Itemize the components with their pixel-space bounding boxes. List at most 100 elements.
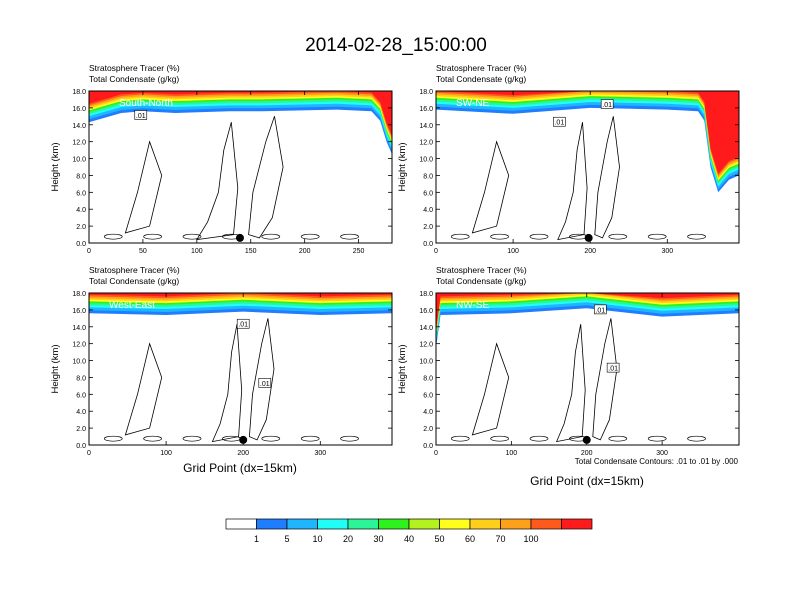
- y-tick-label: 6.0: [76, 392, 86, 399]
- condensate-contour-low: [490, 233, 509, 240]
- colorbar-swatch: [225, 518, 257, 530]
- y-tick-label: 16.0: [419, 308, 433, 315]
- condensate-contour-low: [300, 435, 320, 442]
- contour-label-box: [134, 110, 148, 120]
- y-tick-label: 8.0: [76, 375, 86, 382]
- y-tick-label: 4.0: [423, 409, 433, 416]
- condensate-contour-low: [450, 435, 470, 442]
- x-tick-label: 0: [87, 450, 91, 457]
- colorbar-swatch: [500, 518, 532, 530]
- panel-header-line1: Stratosphere Tracer (%): [89, 63, 180, 73]
- contour-label: .01: [238, 322, 248, 329]
- y-tick-label: 10.0: [419, 359, 433, 366]
- panel-header-line1: Stratosphere Tracer (%): [436, 63, 527, 73]
- panel-header-line2: Total Condensate (g/kg): [436, 74, 526, 84]
- y-tick-label: 14.0: [72, 123, 86, 130]
- plot-background: [89, 91, 392, 243]
- contour-label-box: [606, 362, 620, 373]
- y-axis-label: Height (km): [50, 344, 61, 393]
- y-tick-label: 18.0: [72, 89, 86, 96]
- condensate-contour-low: [103, 435, 123, 442]
- colorbar-label: 60: [465, 534, 475, 544]
- location-marker: [239, 435, 248, 444]
- y-tick-label: 18.0: [419, 291, 433, 298]
- y-tick-label: 18.0: [72, 291, 86, 298]
- y-tick-label: 2.0: [76, 224, 86, 231]
- condensate-contour-low: [529, 435, 549, 442]
- panel-nw-se: Stratosphere Tracer (%)Total Condensate …: [397, 265, 740, 457]
- x-tick-label: 200: [237, 450, 249, 457]
- condensate-contour: [248, 116, 284, 239]
- condensate-contour-low: [182, 435, 202, 442]
- x-tick-label: 300: [314, 450, 326, 457]
- condensate-contour-low: [647, 233, 667, 240]
- location-marker: [235, 233, 244, 242]
- condensate-contour-low: [261, 435, 281, 442]
- panel-west-east: Stratosphere Tracer (%)Total Condensate …: [50, 265, 393, 457]
- y-tick-label: 16.0: [419, 106, 433, 113]
- x-tick-label: 100: [191, 248, 203, 255]
- x-tick-label: 50: [139, 248, 147, 255]
- colorbar: 1 5 10 20 30 40 50 60 70 100: [225, 518, 593, 544]
- colorbar-swatch: [378, 518, 410, 530]
- condensate-contour: [555, 324, 586, 443]
- condensate-contour: [471, 342, 510, 436]
- contour-label-box: [258, 378, 272, 388]
- y-tick-label: 8.0: [423, 173, 433, 180]
- tracer-band-5: [436, 293, 739, 337]
- condensate-contour: [248, 318, 275, 441]
- y-tick-label: 6.0: [423, 190, 433, 197]
- colorbar-label: 20: [343, 534, 353, 544]
- condensate-contour-low: [340, 233, 359, 240]
- condensate-contour-low: [103, 233, 123, 240]
- condensate-contour: [594, 116, 620, 239]
- location-marker: [584, 233, 593, 242]
- colorbar-label: 40: [404, 534, 414, 544]
- colorbar-label: 100: [523, 534, 538, 544]
- y-tick-label: 8.0: [423, 375, 433, 382]
- x-axis-label-right: Grid Point (dx=15km): [530, 474, 644, 488]
- y-tick-label: 0.0: [76, 443, 86, 450]
- panel-plot-area: .01 .01: [436, 91, 739, 243]
- plot-background: [436, 91, 739, 243]
- condensate-contour-low: [261, 233, 281, 240]
- y-tick-label: 12.0: [72, 140, 86, 147]
- condensate-contour: [557, 122, 588, 241]
- y-tick-label: 18.0: [419, 89, 433, 96]
- contour-label: .01: [260, 381, 270, 388]
- y-tick-label: 8.0: [76, 173, 86, 180]
- condensate-contour-low: [143, 233, 162, 240]
- condensate-contour-low: [182, 233, 202, 240]
- panel-region-label: NW-SE: [456, 300, 489, 311]
- condensate-contour-low: [490, 435, 509, 442]
- x-tick-label: 200: [299, 248, 311, 255]
- x-tick-label: 200: [584, 248, 596, 255]
- colorbar-swatch: [561, 518, 593, 530]
- contour-label-box: [594, 304, 607, 315]
- colorbar-label: 70: [495, 534, 505, 544]
- contour-label: .01: [595, 307, 605, 314]
- panel-header-line1: Stratosphere Tracer (%): [89, 265, 180, 275]
- panel-south-north: Stratosphere Tracer (%)Total Condensate …: [50, 63, 393, 255]
- panel-region-label: West-East: [109, 300, 155, 311]
- contour-note: Total Condensate Contours: .01 to .01 by…: [575, 457, 739, 466]
- contour-label: .01: [136, 113, 146, 120]
- tracer-band-8: [89, 91, 392, 138]
- tracer-band-8: [436, 293, 739, 331]
- tracer-band-9: [436, 91, 739, 174]
- colorbar-swatch: [469, 518, 501, 530]
- contour-label: .01: [554, 120, 564, 127]
- y-tick-label: 4.0: [423, 207, 433, 214]
- y-axis-label: Height (km): [397, 142, 408, 191]
- x-tick-label: 300: [661, 248, 673, 255]
- colorbar-label: 50: [434, 534, 444, 544]
- y-axis-label: Height (km): [397, 344, 408, 393]
- panel-header-line2: Total Condensate (g/kg): [436, 276, 526, 286]
- plot-background: [436, 293, 739, 445]
- y-tick-label: 0.0: [76, 241, 86, 248]
- y-tick-label: 14.0: [419, 325, 433, 332]
- panel-plot-area: .01 .01: [89, 293, 392, 445]
- y-tick-label: 2.0: [423, 224, 433, 231]
- colorbar-swatch: [317, 518, 349, 530]
- colorbar-label: 1: [254, 534, 259, 544]
